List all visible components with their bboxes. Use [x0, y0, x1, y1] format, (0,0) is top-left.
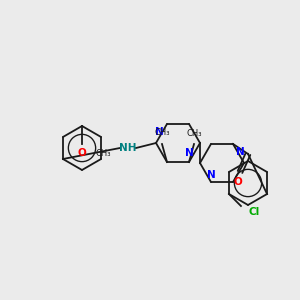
Text: N: N — [236, 147, 245, 157]
Text: O: O — [78, 148, 86, 158]
Text: N: N — [184, 148, 194, 158]
Text: Cl: Cl — [249, 207, 260, 217]
Text: CH₃: CH₃ — [96, 148, 112, 158]
Text: NH: NH — [119, 143, 137, 153]
Text: N: N — [155, 127, 164, 137]
Text: O: O — [234, 177, 242, 187]
Text: CH₃: CH₃ — [154, 128, 170, 137]
Text: N: N — [207, 170, 215, 180]
Text: CH₃: CH₃ — [186, 129, 202, 138]
